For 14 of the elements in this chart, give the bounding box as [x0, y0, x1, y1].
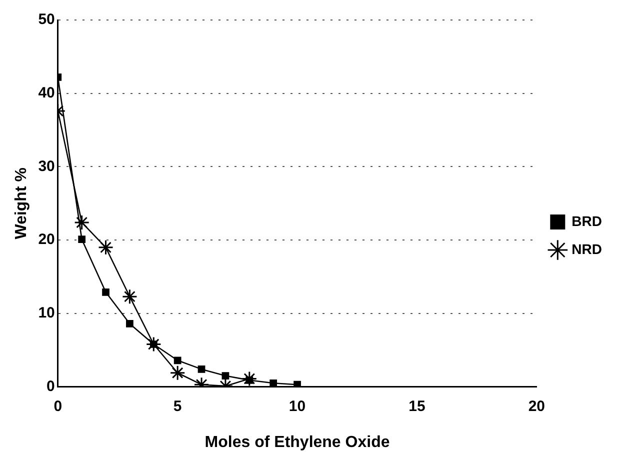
- y-axis-title: Weight %: [13, 168, 30, 240]
- y-tick-label: 50: [38, 11, 55, 28]
- y-tick-label: 20: [38, 231, 55, 248]
- y-tick-label: 40: [38, 84, 55, 102]
- legend-label: BRD: [572, 212, 602, 229]
- legend-label: NRD: [572, 240, 602, 257]
- x-tick-label: 15: [408, 398, 426, 415]
- x-tick-label: 10: [288, 398, 306, 415]
- y-tick-label: 10: [38, 304, 55, 322]
- y-tick-label: 0: [46, 378, 55, 395]
- x-tick-label: 20: [528, 398, 546, 415]
- x-axis-title: Moles of Ethylene Oxide: [204, 434, 390, 451]
- y-tick-label: 30: [38, 158, 55, 175]
- x-tick-label: 5: [173, 398, 182, 415]
